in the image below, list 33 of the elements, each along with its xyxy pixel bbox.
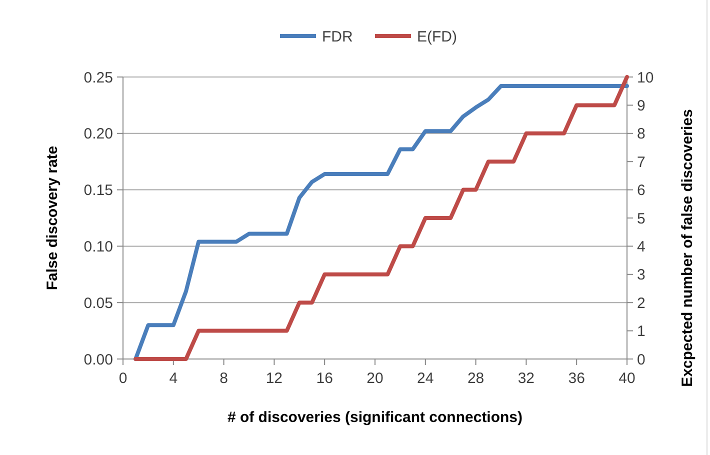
x-tick-label: 40 <box>618 370 636 387</box>
y-tick-label: 0.10 <box>84 238 113 256</box>
x-axis-title: # of discoveries (significant connections) <box>227 409 523 426</box>
y-tick-label: 0.00 <box>84 351 113 368</box>
x-tick-label: 16 <box>316 370 333 387</box>
y2-tick-label: 5 <box>637 210 646 228</box>
y2-tick-label: 7 <box>637 154 646 171</box>
y2-tick-label: 8 <box>637 126 646 143</box>
x-tick-label: 32 <box>518 370 535 387</box>
legend-label: FDR <box>322 28 353 46</box>
y2-axis-title: Excpected number of false discoveries <box>679 109 696 387</box>
x-tick-label: 12 <box>266 370 283 387</box>
x-tick-label: 24 <box>417 370 434 387</box>
x-tick-label: 8 <box>220 370 228 387</box>
y-tick-label: 0.05 <box>84 294 113 312</box>
y-tick-label: 0.15 <box>84 182 113 200</box>
y2-tick-label: 2 <box>637 294 646 312</box>
y-axis-title: False discovery rate <box>44 146 61 290</box>
y2-tick-label: 1 <box>637 323 646 340</box>
x-tick-label: 36 <box>568 370 585 387</box>
y2-tick-label: 3 <box>637 266 646 284</box>
x-tick-label: 0 <box>118 370 128 387</box>
y2-tick-label: 9 <box>637 97 646 114</box>
y2-tick-label: 6 <box>637 182 646 200</box>
y2-tick-label: 4 <box>637 238 646 256</box>
y-tick-label: 0.25 <box>84 69 113 86</box>
y2-tick-label: 0 <box>637 351 646 368</box>
y2-tick-label: 10 <box>637 69 654 86</box>
x-tick-label: 20 <box>366 370 384 387</box>
x-tick-label: 28 <box>467 370 484 387</box>
x-tick-label: 4 <box>169 370 178 387</box>
y-tick-label: 0.20 <box>84 126 113 143</box>
legend-label: E(FD) <box>417 28 457 46</box>
